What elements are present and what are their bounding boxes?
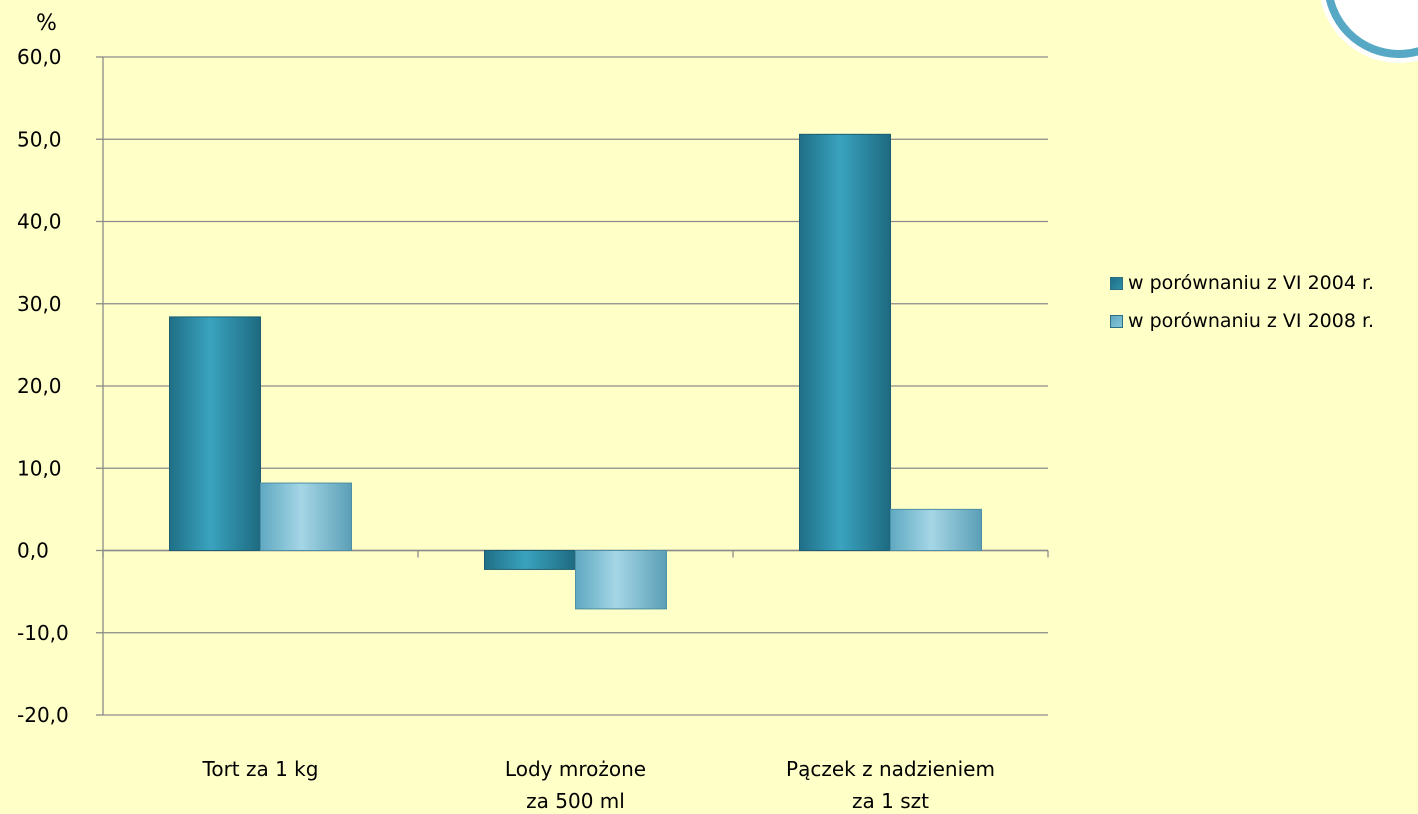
- category-label: za 500 ml: [526, 789, 625, 813]
- legend-label-2008: w porównaniu z VI 2008 r.: [1128, 310, 1375, 332]
- legend: w porównaniu z VI 2004 r. w porównaniu z…: [1110, 270, 1374, 346]
- legend-item-2004: w porównaniu z VI 2004 r.: [1110, 270, 1374, 296]
- y-tick-label: -20,0: [17, 703, 69, 727]
- y-tick-label: 60,0: [17, 45, 62, 69]
- category-label: Tort za 1 kg: [202, 757, 319, 781]
- category-label: za 1 szt: [852, 789, 929, 813]
- y-tick-label: 10,0: [17, 456, 62, 480]
- y-tick-label: 30,0: [17, 292, 62, 316]
- category-label: Lody mrożone: [505, 757, 646, 781]
- category-labels: Tort za 1 kg Lody mrożone za 500 ml Pączek …: [202, 757, 995, 813]
- bars: [169, 133, 982, 610]
- legend-label-2004: w porównaniu z VI 2004 r.: [1128, 272, 1375, 294]
- bar-2004: [484, 550, 576, 570]
- bar-2008: [575, 550, 667, 610]
- legend-item-2008: w porównaniu z VI 2008 r.: [1110, 308, 1374, 334]
- bar-2004: [799, 133, 891, 551]
- bar-2008: [890, 508, 982, 551]
- y-tick-label: 50,0: [17, 127, 62, 151]
- bar-2004: [169, 316, 261, 551]
- y-tick-label: 40,0: [17, 210, 62, 234]
- category-label: Pączek z nadzieniem: [786, 757, 995, 781]
- y-tick-label: 0,0: [17, 539, 49, 563]
- y-tick-label: -10,0: [17, 621, 69, 645]
- y-tick-labels: 60,0 50,0 40,0 30,0 20,0 10,0 0,0 -10,0 -20,0: [17, 45, 69, 727]
- y-unit-label: %: [36, 11, 57, 36]
- legend-swatch-2008: [1110, 314, 1123, 328]
- legend-swatch-2004: [1110, 276, 1123, 290]
- bar-2008: [260, 482, 352, 551]
- y-tick-label: 20,0: [17, 374, 62, 398]
